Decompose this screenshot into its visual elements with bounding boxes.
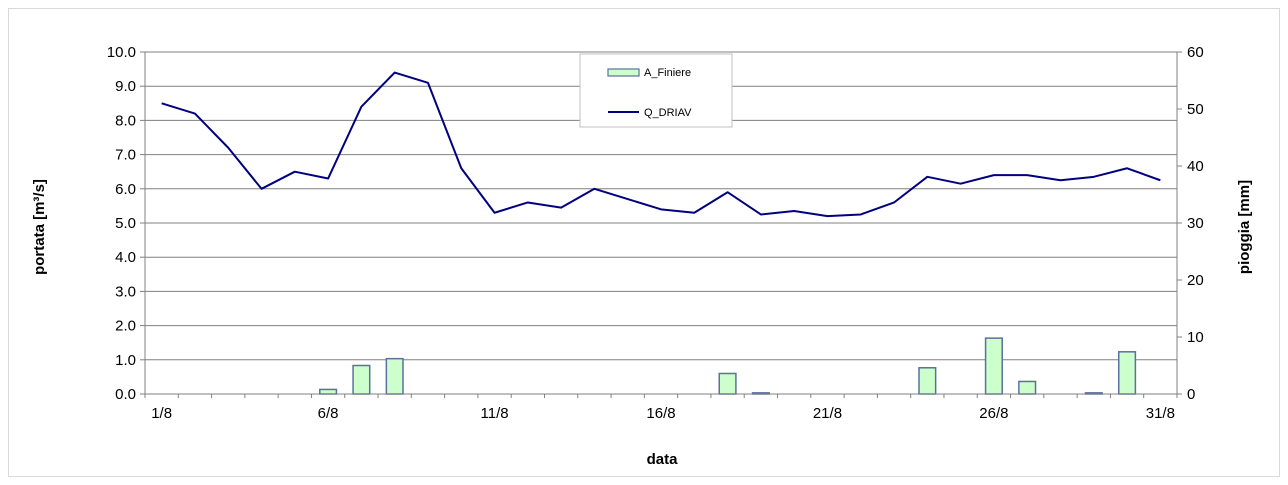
bar xyxy=(352,364,371,395)
bar xyxy=(385,357,404,395)
legend-label-bar: A_Finiere xyxy=(644,67,691,79)
left-tick-label: 7.0 xyxy=(115,147,136,164)
x-axis-ticks: 1/8 6/8 11/8 16/8 21/8 26/8 31/8 xyxy=(151,405,1175,422)
left-tick-label: 3.0 xyxy=(115,283,136,300)
left-tick-label: 5.0 xyxy=(115,215,136,232)
legend-box xyxy=(579,53,733,128)
right-axis-title: pioggia [mm] xyxy=(1236,180,1253,274)
bar xyxy=(1117,351,1137,395)
left-tick-label: 2.0 xyxy=(115,318,136,335)
legend-swatch-bar xyxy=(607,68,640,77)
right-tick-label: 30 xyxy=(1187,215,1204,232)
legend: A_Finiere Q_DRIAV xyxy=(579,53,733,128)
left-tick-label: 1.0 xyxy=(115,352,136,369)
left-axis-ticks: 0.0 1.0 2.0 3.0 4.0 5.0 6.0 7.0 8.0 9.0 10.0 xyxy=(107,44,145,403)
right-tick-label: 0 xyxy=(1187,386,1195,403)
left-tick-label: 4.0 xyxy=(115,249,136,266)
x-tick-label: 16/8 xyxy=(646,405,675,422)
left-tick-label: 9.0 xyxy=(115,78,136,95)
x-tick-label: 31/8 xyxy=(1146,405,1175,422)
line-series xyxy=(161,71,1161,218)
bar xyxy=(918,367,937,395)
left-axis-title: portata [m³/s] xyxy=(31,179,48,275)
right-tick-label: 50 xyxy=(1187,101,1204,118)
x-tick-label: 26/8 xyxy=(979,405,1008,422)
x-tick-label: 11/8 xyxy=(481,405,509,422)
combo-chart: 0.0 1.0 2.0 3.0 4.0 5.0 6.0 7.0 8.0 9.0 10.0 0 10 20… xyxy=(31,44,1253,468)
bar xyxy=(1018,380,1037,395)
x-tick-label: 21/8 xyxy=(813,405,842,422)
right-tick-label: 10 xyxy=(1187,329,1204,346)
left-tick-label: 6.0 xyxy=(115,181,136,198)
left-tick-label: 10.0 xyxy=(107,44,136,61)
left-tick-label: 8.0 xyxy=(115,112,136,129)
x-axis-title: data xyxy=(647,451,679,468)
right-tick-label: 60 xyxy=(1187,44,1204,61)
chart-frame: 0.0 1.0 2.0 3.0 4.0 5.0 6.0 7.0 8.0 9.0 10.0 0 10 20… xyxy=(8,8,1280,477)
right-axis-ticks: 0 10 20 30 40 50 60 xyxy=(1177,44,1204,403)
right-tick-label: 40 xyxy=(1187,158,1204,175)
left-tick-label: 0.0 xyxy=(115,386,136,403)
bar xyxy=(319,388,338,395)
x-tick-label: 6/8 xyxy=(318,405,339,422)
legend-label-line: Q_DRIAV xyxy=(644,107,692,119)
x-tick-label: 1/8 xyxy=(151,405,172,422)
bar xyxy=(718,372,737,395)
line-path xyxy=(161,71,1161,218)
bar-series xyxy=(319,337,1137,395)
bar xyxy=(984,337,1003,395)
right-tick-label: 20 xyxy=(1187,272,1204,289)
